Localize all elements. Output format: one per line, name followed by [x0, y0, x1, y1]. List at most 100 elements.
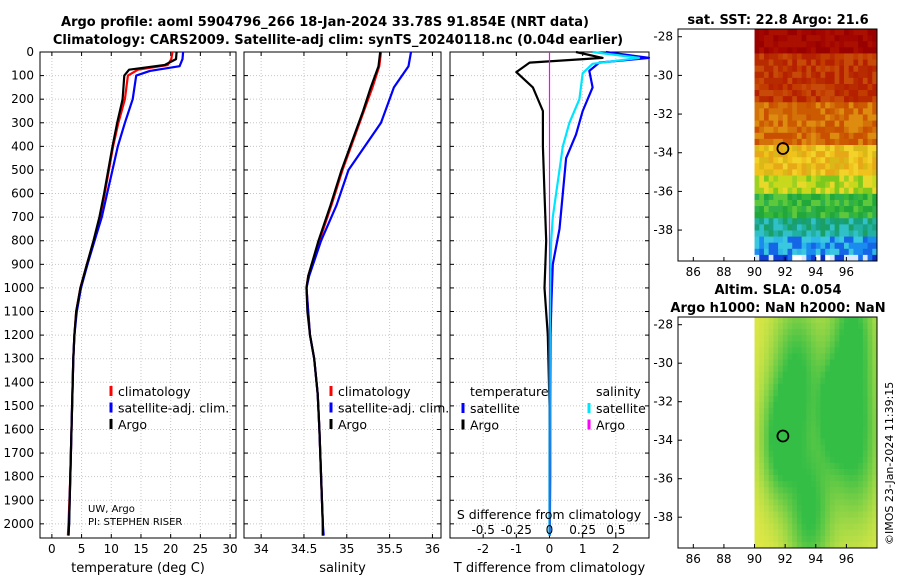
map-cell: [763, 511, 770, 519]
map-cell: [862, 35, 868, 42]
map-cell: [787, 517, 793, 525]
map-cell: [853, 371, 859, 379]
map-cell: [872, 132, 878, 140]
map-cell: [773, 511, 779, 519]
map-cell: [754, 138, 760, 146]
map-cell: [853, 383, 859, 391]
map-cell: [796, 71, 803, 79]
map-cell: [811, 323, 817, 330]
map-cell: [862, 535, 868, 543]
map-cell: [801, 535, 807, 543]
map-cell: [834, 181, 840, 189]
map-cell: [782, 71, 788, 79]
map-cell: [862, 505, 868, 512]
map-cell: [839, 248, 845, 256]
map-cell: [829, 83, 836, 91]
map-cell: [820, 224, 826, 231]
map-cell: [763, 523, 770, 531]
map-cell: [782, 341, 788, 348]
map-cell: [796, 59, 803, 67]
map-cell: [853, 365, 859, 373]
map-cell: [759, 193, 765, 201]
map-cell: [763, 493, 770, 500]
map-cell: [754, 396, 760, 403]
map-cell: [848, 218, 854, 225]
map-cell: [754, 499, 760, 506]
credit-line-2: PI: STEPHEN RISER: [88, 517, 182, 528]
map-cell: [848, 77, 854, 85]
map-cell: [806, 420, 812, 427]
map-cell: [829, 163, 836, 170]
map-cell: [801, 35, 807, 42]
map-cell: [853, 181, 859, 189]
y-tick-label: -32: [653, 395, 673, 409]
map-cell: [815, 53, 821, 60]
map-cell: [853, 535, 859, 543]
map-cell: [811, 444, 817, 452]
map-cell: [796, 90, 803, 97]
map-cell: [778, 83, 784, 91]
map-cell: [801, 169, 807, 176]
map-cell: [759, 138, 765, 146]
map-cell: [834, 517, 840, 525]
map-cell: [792, 402, 798, 409]
map-cell: [768, 96, 774, 103]
map-cell: [867, 193, 873, 201]
map-cell: [801, 181, 807, 189]
map-cell: [872, 169, 878, 176]
profile-location-marker: [776, 429, 790, 443]
map-cell: [759, 35, 765, 42]
map-cell: [862, 389, 868, 397]
map-cell: [806, 236, 812, 244]
map-cell: [763, 230, 770, 237]
map-cell: [844, 248, 850, 256]
map-cell: [872, 126, 878, 134]
map-cell: [768, 341, 774, 348]
map-cell: [801, 187, 807, 195]
map-cell: [829, 438, 836, 446]
map-cell: [872, 108, 878, 115]
map-cell: [839, 335, 845, 342]
map-cell: [872, 224, 878, 231]
map-cell: [829, 126, 836, 134]
map-cell: [825, 71, 831, 79]
map-cell: [872, 353, 878, 360]
map-cell: [778, 487, 784, 494]
map-cell: [839, 426, 845, 433]
map-cell: [768, 347, 774, 354]
map-cell: [862, 169, 868, 176]
map-cell: [768, 438, 774, 446]
map-cell: [806, 389, 812, 397]
map-cell: [848, 224, 854, 231]
map-cell: [811, 371, 817, 379]
map-cell: [787, 108, 793, 115]
map-cell: [834, 426, 840, 433]
map-cell: [773, 402, 779, 409]
map-cell: [834, 396, 840, 403]
map-cell: [862, 499, 868, 506]
map-cell: [796, 499, 803, 506]
map-cell: [839, 499, 845, 506]
map-cell: [867, 535, 873, 543]
map-cell: [806, 53, 812, 60]
map-cell: [759, 353, 765, 360]
map-cell: [754, 102, 760, 109]
map-cell: [872, 487, 878, 494]
map-cell: [778, 230, 784, 237]
map-cell: [796, 29, 803, 36]
map-cell: [839, 505, 845, 512]
map-cell: [867, 499, 873, 506]
map-cell: [815, 71, 821, 79]
map-cell: [853, 126, 859, 134]
map-cell: [858, 47, 864, 54]
map-cell: [754, 163, 760, 170]
map-cell: [858, 365, 864, 373]
map-cell: [858, 71, 864, 79]
map-cell: [782, 347, 788, 354]
map-cell: [862, 181, 868, 189]
map-cell: [787, 468, 793, 476]
map-cell: [825, 114, 831, 121]
map-cell: [848, 254, 854, 262]
map-cell: [806, 145, 812, 152]
map-cell: [844, 438, 850, 446]
